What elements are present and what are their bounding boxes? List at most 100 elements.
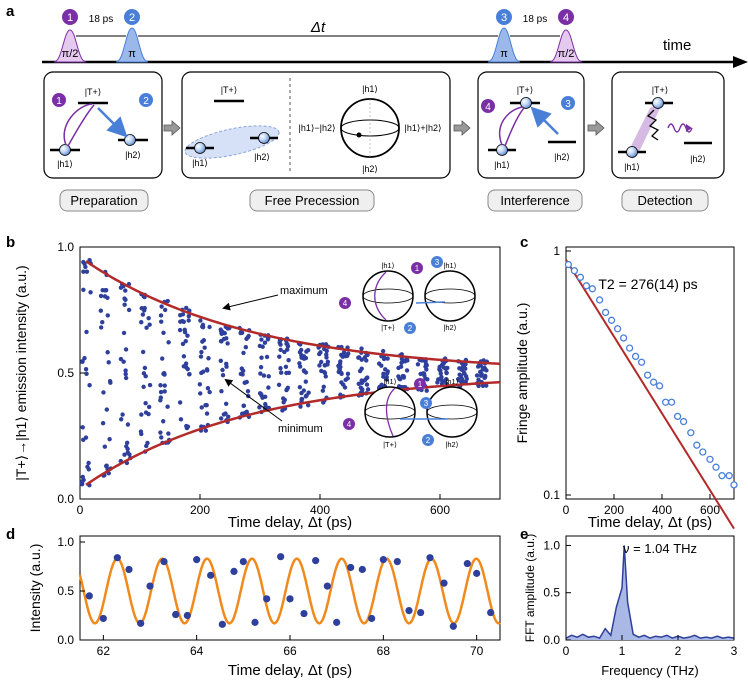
panel-b: b 0 200 400 600 0.0 0.5 1.0 Time delay, Δt (ps… — [6, 234, 501, 531]
data-point — [159, 304, 164, 309]
data-point — [276, 382, 282, 387]
x-tick-label: 70 — [470, 644, 484, 658]
intensity-point — [99, 614, 107, 623]
panel-e-area — [566, 545, 734, 640]
maximum-label: maximum — [280, 285, 328, 297]
data-point — [139, 412, 144, 417]
panel-c-ticks: 0 200 400 600 0.1 1 — [543, 244, 720, 517]
fp-plus-label: |h1⟩+|h2⟩ — [405, 123, 442, 133]
fringe-point — [588, 285, 597, 293]
pulse-2-name: π — [128, 48, 136, 60]
data-point — [185, 333, 190, 338]
data-point — [142, 305, 147, 311]
data-point — [161, 330, 166, 336]
data-point — [223, 401, 229, 406]
data-point — [359, 378, 364, 383]
intensity-point — [333, 618, 341, 626]
intensity-point — [193, 556, 201, 564]
data-point — [341, 350, 347, 355]
data-point — [317, 351, 322, 357]
panel-a-label: a — [6, 3, 15, 20]
fringe-point — [718, 472, 726, 480]
fringe-point — [607, 316, 616, 324]
data-point — [123, 288, 128, 293]
data-point — [123, 368, 128, 373]
data-point — [140, 349, 146, 355]
data-point — [123, 371, 128, 377]
data-point — [186, 318, 191, 323]
pulse-4-name: π/2 — [558, 48, 575, 60]
fringe-point — [576, 273, 585, 281]
data-point — [219, 389, 224, 394]
intensity-point — [487, 608, 495, 617]
data-point — [141, 371, 147, 376]
data-point — [81, 269, 86, 274]
data-point — [81, 437, 86, 443]
intensity-point — [85, 592, 93, 600]
data-point — [424, 367, 429, 372]
intensity-point — [405, 607, 413, 615]
pulse-1-num: 1 — [67, 12, 73, 24]
intensity-point — [358, 565, 366, 574]
fp-bloch-top: |h1⟩ — [362, 84, 378, 94]
data-point — [444, 370, 449, 375]
data-point — [105, 295, 110, 300]
fp-state-T: |T+⟩ — [221, 85, 238, 95]
data-point — [257, 405, 262, 410]
data-point — [158, 398, 163, 403]
y-tick-label: 0.5 — [543, 586, 560, 600]
int-state-h2: |h2⟩ — [554, 152, 570, 162]
x-tick-label: 400 — [310, 503, 330, 517]
data-point — [107, 378, 113, 384]
y-tick-label: 1.0 — [57, 535, 74, 549]
data-point — [201, 338, 207, 343]
data-point — [146, 316, 151, 321]
fringe-point — [601, 308, 610, 317]
data-point — [225, 341, 230, 346]
fringe-point — [582, 282, 591, 290]
maximum-arrow — [222, 294, 279, 311]
data-point — [478, 369, 483, 375]
data-point — [80, 425, 85, 430]
data-point — [401, 375, 407, 380]
data-point — [160, 356, 165, 361]
data-point — [98, 325, 104, 330]
data-point — [183, 338, 188, 344]
flow-arrow-2 — [453, 120, 471, 136]
fringe-point — [687, 429, 695, 437]
data-point — [141, 384, 146, 390]
data-point — [381, 356, 387, 362]
panel-d-scatter — [85, 553, 495, 630]
data-point — [286, 357, 291, 363]
bmax-badge-4: 4 — [343, 299, 348, 308]
y-tick-label: 0.1 — [543, 488, 560, 502]
int-badge-4: 4 — [485, 102, 491, 113]
data-point — [106, 360, 111, 365]
x-tick-label: 0 — [563, 503, 570, 517]
intensity-point — [440, 579, 448, 587]
panel-d-label: d — [6, 526, 15, 543]
data-point — [178, 312, 183, 318]
data-point — [120, 412, 125, 417]
data-point — [324, 355, 329, 360]
intensity-point — [286, 595, 294, 603]
data-point — [166, 431, 171, 436]
data-point — [343, 377, 348, 383]
fringe-point — [712, 463, 720, 471]
intensity-point — [218, 620, 226, 628]
data-point — [436, 377, 441, 382]
data-point — [180, 341, 186, 347]
data-point — [198, 391, 203, 396]
intensity-point — [347, 563, 355, 572]
x-tick-label: 400 — [652, 503, 672, 517]
data-point — [422, 373, 427, 378]
data-point — [165, 404, 170, 409]
data-point — [306, 390, 311, 395]
bmax-badge-3: 3 — [435, 258, 440, 267]
bmin-bot1: |T+⟩ — [383, 440, 397, 449]
intensity-point — [473, 569, 481, 577]
data-point — [86, 460, 91, 466]
data-point — [80, 359, 85, 365]
panel-d-xlabel: Time delay, Δt (ps) — [228, 662, 352, 679]
data-point — [443, 366, 448, 371]
